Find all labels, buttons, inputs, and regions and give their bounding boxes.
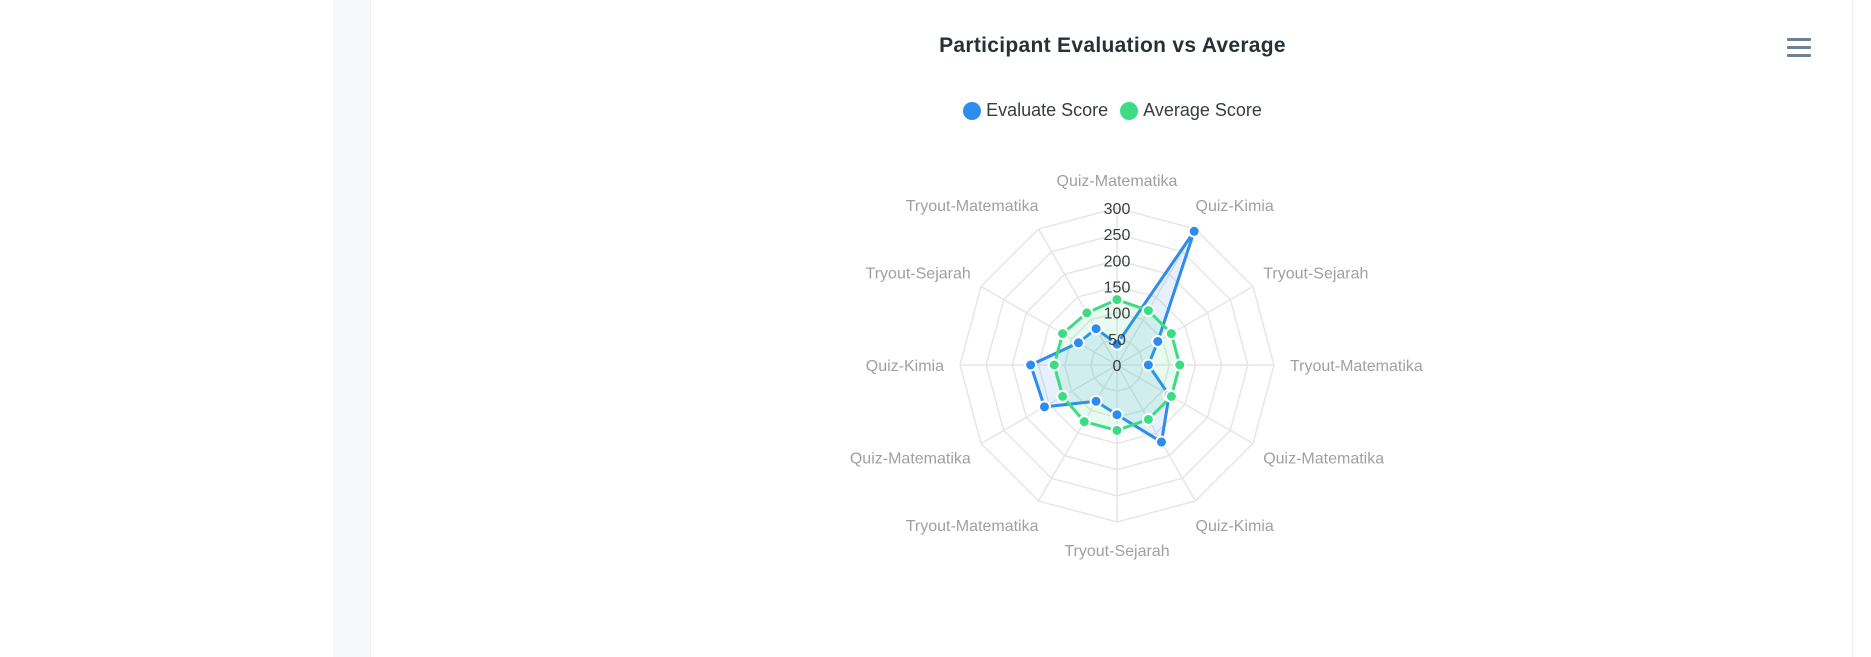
chart-title: Participant Evaluation vs Average [939, 34, 1286, 57]
axis-label-category: Tryout-Matematika [906, 518, 1039, 535]
axis-label-category: Quiz-Kimia [866, 358, 944, 375]
data-point-average [1047, 358, 1061, 372]
radar-tick-label: 0 [1113, 358, 1122, 375]
axis-label-category: Tryout-Sejarah [1263, 266, 1368, 283]
legend-label-evaluate: Evaluate Score [986, 100, 1109, 120]
right-blank-area [1853, 0, 1871, 657]
page-gutter [333, 0, 370, 657]
data-point-average [1110, 293, 1124, 307]
data-point-average [1173, 358, 1187, 372]
radar-spoke [1037, 228, 1118, 366]
axis-label-category: Tryout-Sejarah [1064, 543, 1169, 560]
data-point-average [1164, 389, 1178, 403]
axis-label-category: Quiz-Kimia [1196, 198, 1274, 215]
data-point-evaluate [1024, 358, 1038, 372]
radar-chart: 0 50 100 150 200 250 300 Quiz-Matematika Quiz-Ki… [850, 173, 1423, 560]
radar-spoke [1116, 285, 1254, 366]
legend-label-average: Average Score [1143, 100, 1262, 120]
data-point-average [1056, 389, 1070, 403]
axis-label-category: Quiz-Matematika [1263, 451, 1384, 468]
legend-marker-evaluate [963, 101, 982, 120]
axis-label-category: Tryout-Matematika [1290, 358, 1423, 375]
axis-label-category: Tryout-Sejarah [866, 266, 971, 283]
data-point-evaluate [1151, 334, 1165, 348]
radar-tick-label: 250 [1104, 227, 1131, 244]
data-point-evaluate [1110, 408, 1124, 422]
left-blank-area [0, 0, 333, 657]
data-point-average [1110, 423, 1124, 437]
data-point-average [1141, 304, 1155, 318]
data-point-evaluate [1089, 394, 1103, 408]
legend-marker-average [1120, 101, 1139, 120]
radar-tick-label: 300 [1104, 201, 1131, 218]
radar-spoke [980, 285, 1118, 366]
axis-label-category: Quiz-Kimia [1196, 518, 1274, 535]
radar-spoke [1116, 364, 1197, 502]
radar-spoke [1116, 364, 1254, 445]
data-point-evaluate [1141, 358, 1155, 372]
radar-spoke [1116, 228, 1197, 366]
radar-tick-label: 100 [1104, 306, 1131, 323]
data-point-evaluate [1154, 435, 1168, 449]
axis-label-category: Tryout-Matematika [906, 198, 1039, 215]
hamburger-menu-icon[interactable] [1785, 38, 1813, 62]
data-point-average [1080, 306, 1094, 320]
axis-label-category: Quiz-Matematika [850, 451, 971, 468]
chart-legend: Evaluate Score Average Score [371, 100, 1854, 121]
data-point-average [1164, 327, 1178, 341]
legend-item-average-score[interactable]: Average Score [1120, 100, 1262, 121]
data-point-average [1077, 415, 1091, 429]
data-point-evaluate [1187, 224, 1201, 238]
data-point-evaluate [1037, 400, 1051, 414]
data-point-evaluate [1110, 337, 1124, 351]
radar-tick-label: 50 [1108, 332, 1126, 349]
data-point-evaluate [1071, 336, 1085, 350]
axis-label-category: Quiz-Matematika [1057, 173, 1178, 190]
data-point-average [1141, 412, 1155, 426]
legend-item-evaluate-score[interactable]: Evaluate Score [963, 100, 1108, 121]
chart-card: Participant Evaluation vs Average Evalua… [370, 0, 1853, 657]
radar-tick-label: 200 [1104, 253, 1131, 270]
radar-tick-label: 150 [1104, 280, 1131, 297]
data-point-average [1056, 327, 1070, 341]
data-point-evaluate [1089, 322, 1103, 336]
radar-spoke [1037, 364, 1118, 502]
